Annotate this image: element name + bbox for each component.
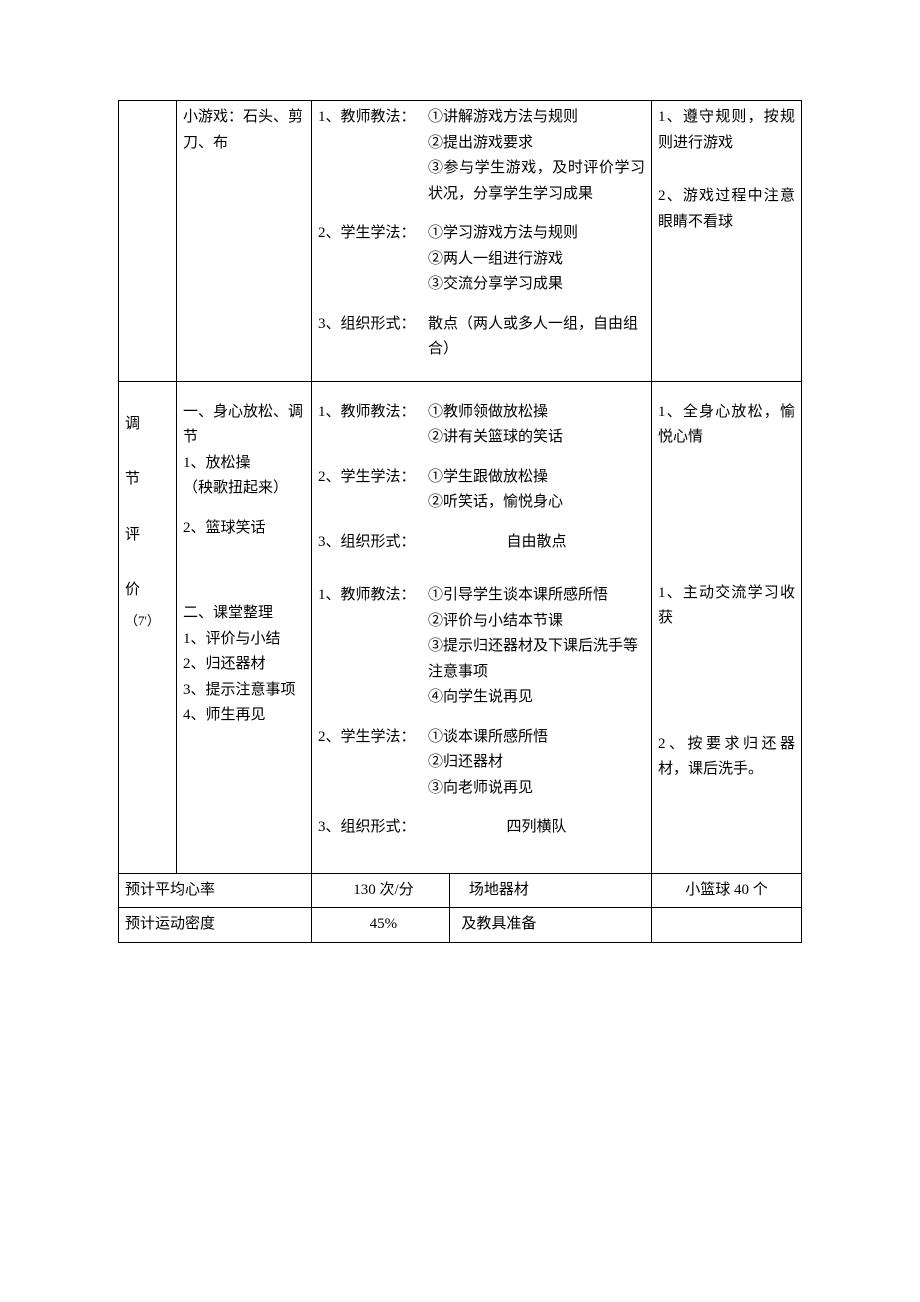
method-item: ②提出游戏要求 — [428, 131, 645, 157]
org-form-body: 散点（两人或多人一组，自由组合） — [428, 312, 645, 363]
method-item: ①讲解游戏方法与规则 — [428, 105, 645, 131]
content-item: 2、归还器材 — [183, 652, 305, 678]
student-method-label: 2、学生学法： — [318, 465, 428, 516]
phase-duration: （7'） — [125, 610, 170, 632]
content-title: 一、身心放松、调节 — [183, 400, 305, 451]
content-item: 1、评价与小结 — [183, 627, 305, 653]
content-item: （秧歌扭起来） — [183, 476, 305, 502]
student-method-label: 2、学生学法： — [318, 221, 428, 298]
teacher-method-label: 1、教师教法： — [318, 105, 428, 207]
org-form-body: 四列横队 — [428, 815, 645, 841]
method-item: ①引导学生谈本课所感所悟 — [428, 583, 645, 609]
phase-char: 节 — [125, 467, 170, 493]
phase-char: 评 — [125, 523, 170, 549]
teacher-method-label: 1、教师教法： — [318, 400, 428, 451]
method-item: ③参与学生游戏，及时评价学习状况，分享学生学习成果 — [428, 156, 645, 207]
req-item: 1、遵守规则，按规则进行游戏 — [658, 105, 795, 156]
phase-char: 价 — [125, 578, 170, 604]
equipment-prep-value — [652, 908, 802, 943]
method-item: ①学习游戏方法与规则 — [428, 221, 645, 247]
content-title: 二、课堂整理 — [183, 601, 305, 627]
heart-rate-value: 130 次/分 场地器材 — [312, 873, 652, 908]
content-cell-adjust: 一、身心放松、调节 1、放松操 （秧歌扭起来） 2、篮球笑话 二、课堂整理 1、… — [177, 381, 312, 873]
method-item: ③交流分享学习成果 — [428, 272, 645, 298]
content-cell-game: 小游戏：石头、剪刀、布 — [177, 101, 312, 382]
method-item: ③提示归还器材及下课后洗手等注意事项 — [428, 634, 645, 685]
student-method-label: 2、学生学法： — [318, 725, 428, 802]
method-item: ②听笑话，愉悦身心 — [428, 490, 645, 516]
equipment-value: 小篮球 40 个 — [652, 873, 802, 908]
student-method-body: ①学习游戏方法与规则 ②两人一组进行游戏 ③交流分享学习成果 — [428, 221, 645, 298]
org-form-label: 3、组织形式： — [318, 312, 428, 363]
req-item: 2、按要求归还器材，课后洗手。 — [658, 732, 795, 783]
req-item: 1、主动交流学习收获 — [658, 581, 795, 632]
lesson-plan-table: 小游戏：石头、剪刀、布 1、教师教法： ①讲解游戏方法与规则 ②提出游戏要求 ③… — [118, 100, 802, 943]
method-item: ②讲有关篮球的笑话 — [428, 425, 645, 451]
method-item: ②两人一组进行游戏 — [428, 247, 645, 273]
teacher-method-body: ①讲解游戏方法与规则 ②提出游戏要求 ③参与学生游戏，及时评价学习状况，分享学生… — [428, 105, 645, 207]
method-item: ①谈本课所感所悟 — [428, 725, 645, 751]
table-row: 小游戏：石头、剪刀、布 1、教师教法： ①讲解游戏方法与规则 ②提出游戏要求 ③… — [119, 101, 802, 382]
phase-char: 调 — [125, 412, 170, 438]
requirement-cell-game: 1、遵守规则，按规则进行游戏 2、游戏过程中注意眼睛不看球 — [652, 101, 802, 382]
table-row: 调 节 评 价 （7'） 一、身心放松、调节 1、放松操 （秧歌扭起来） 2、篮… — [119, 381, 802, 873]
footer-row-2: 预计运动密度 45% 及教具准备 — [119, 908, 802, 943]
req-item: 1、全身心放松，愉悦心情 — [658, 400, 795, 451]
org-form-label: 3、组织形式： — [318, 815, 428, 841]
requirement-cell-adjust: 1、全身心放松，愉悦心情 1、主动交流学习收获 2、按要求归还器材，课后洗手。 — [652, 381, 802, 873]
org-form-body: 自由散点 — [428, 530, 645, 556]
method-cell-game: 1、教师教法： ①讲解游戏方法与规则 ②提出游戏要求 ③参与学生游戏，及时评价学… — [312, 101, 652, 382]
method-item: ②归还器材 — [428, 750, 645, 776]
footer-row-1: 预计平均心率 130 次/分 场地器材 小篮球 40 个 — [119, 873, 802, 908]
content-item: 4、师生再见 — [183, 703, 305, 729]
content-item: 1、放松操 — [183, 451, 305, 477]
phase-cell-empty — [119, 101, 177, 382]
phase-cell: 调 节 评 价 （7'） — [119, 381, 177, 873]
org-form-label: 3、组织形式： — [318, 530, 428, 556]
content-item: 2、篮球笑话 — [183, 516, 305, 542]
method-item: ②评价与小结本节课 — [428, 609, 645, 635]
method-item: ①学生跟做放松操 — [428, 465, 645, 491]
teacher-method-label: 1、教师教法： — [318, 583, 428, 711]
content-item: 3、提示注意事项 — [183, 678, 305, 704]
content-text: 小游戏：石头、剪刀、布 — [183, 109, 303, 151]
method-item: ④向学生说再见 — [428, 685, 645, 711]
method-cell-adjust: 1、教师教法： ①教师领做放松操 ②讲有关篮球的笑话 2、学生学法： ①学生跟做… — [312, 381, 652, 873]
req-item: 2、游戏过程中注意眼睛不看球 — [658, 184, 795, 235]
method-item: ①教师领做放松操 — [428, 400, 645, 426]
method-item: ③向老师说再见 — [428, 776, 645, 802]
density-label: 预计运动密度 — [119, 908, 312, 943]
density-value: 45% 及教具准备 — [312, 908, 652, 943]
heart-rate-label: 预计平均心率 — [119, 873, 312, 908]
